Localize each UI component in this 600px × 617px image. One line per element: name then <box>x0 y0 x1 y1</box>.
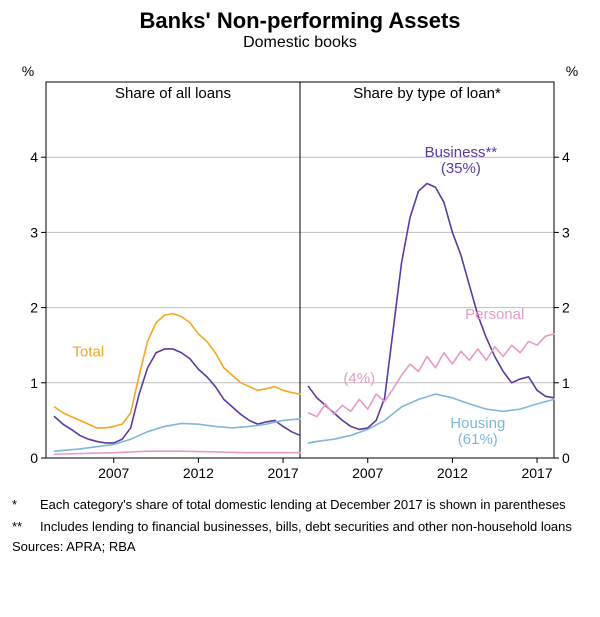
svg-text:2012: 2012 <box>437 465 468 481</box>
svg-text:0: 0 <box>562 450 570 466</box>
svg-text:2017: 2017 <box>521 465 552 481</box>
svg-text:%: % <box>566 63 578 79</box>
svg-text:2007: 2007 <box>352 465 383 481</box>
svg-text:4: 4 <box>30 149 38 165</box>
footnote-mark: * <box>12 496 40 514</box>
svg-text:Share of all loans: Share of all loans <box>115 85 231 102</box>
svg-text:3: 3 <box>562 224 570 240</box>
svg-text:Business**: Business** <box>425 144 498 161</box>
svg-text:Housing: Housing <box>450 415 505 432</box>
svg-text:(61%): (61%) <box>458 431 498 448</box>
svg-text:%: % <box>22 63 34 79</box>
svg-text:(4%): (4%) <box>343 370 375 387</box>
svg-text:2: 2 <box>562 300 570 316</box>
chart-container: Banks' Non-performing Assets Domestic bo… <box>0 0 600 617</box>
footnote: * Each category's share of total domesti… <box>12 496 588 514</box>
chart-title: Banks' Non-performing Assets <box>12 8 588 34</box>
svg-text:2007: 2007 <box>98 465 129 481</box>
footnote-mark: ** <box>12 518 40 536</box>
footnote: ** Includes lending to financial busines… <box>12 518 588 536</box>
chart-svg: 0 1 2 3 4 0 1 2 3 4%% 2007 2007 2012 2012 2017 2017 Shar… <box>12 56 588 486</box>
svg-text:Total: Total <box>72 343 104 360</box>
svg-text:0: 0 <box>30 450 38 466</box>
svg-text:2012: 2012 <box>183 465 214 481</box>
svg-text:Personal: Personal <box>465 306 524 323</box>
chart-area: 0 1 2 3 4 0 1 2 3 4%% 2007 2007 2012 2012 2017 2017 Shar… <box>12 56 588 486</box>
chart-subtitle: Domestic books <box>12 34 588 52</box>
svg-text:2017: 2017 <box>267 465 298 481</box>
svg-text:3: 3 <box>30 224 38 240</box>
sources-text: Sources: APRA; RBA <box>12 539 588 554</box>
footnotes: * Each category's share of total domesti… <box>12 496 588 535</box>
footnote-text: Each category's share of total domestic … <box>40 496 566 514</box>
svg-text:4: 4 <box>562 149 570 165</box>
svg-text:Share by type of loan*: Share by type of loan* <box>353 85 501 102</box>
svg-text:2: 2 <box>30 300 38 316</box>
footnote-text: Includes lending to financial businesses… <box>40 518 572 536</box>
svg-text:1: 1 <box>562 375 570 391</box>
svg-text:1: 1 <box>30 375 38 391</box>
svg-text:(35%): (35%) <box>441 160 481 177</box>
